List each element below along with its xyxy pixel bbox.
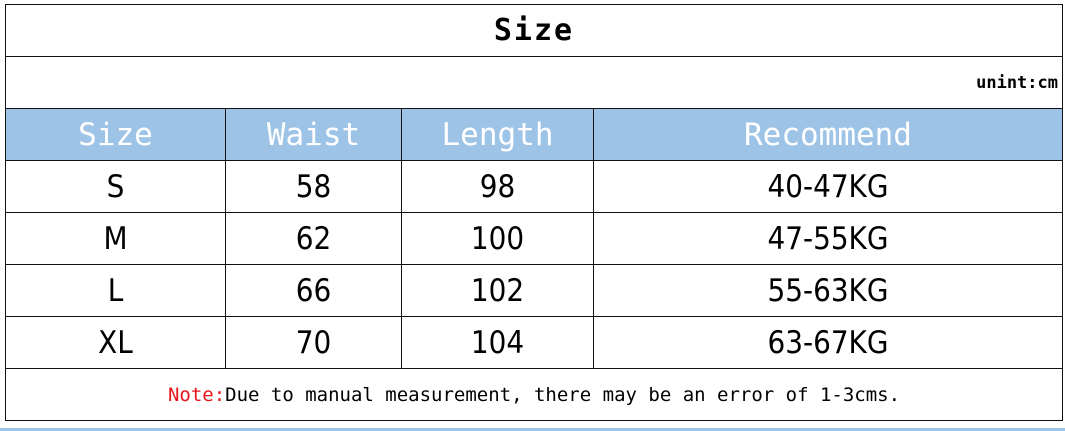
cell: 102	[401, 264, 594, 317]
cell: L	[5, 264, 226, 317]
table-row: XL 70 104 63-67KG	[5, 316, 1063, 369]
chart-title: Size	[5, 4, 1063, 57]
cell: 98	[401, 160, 594, 213]
cell: 63-67KG	[593, 316, 1063, 369]
column-header: Waist	[225, 108, 402, 161]
cell: 47-55KG	[593, 212, 1063, 265]
note-label: Note:	[167, 383, 226, 406]
cell: 66	[225, 264, 402, 317]
size-chart-table: Size unint:cm Size Waist Length Recommen…	[5, 4, 1063, 421]
cell: S	[5, 160, 226, 213]
column-header: Length	[401, 108, 594, 161]
table-row: S 58 98 40-47KG	[5, 160, 1063, 213]
column-header: Recommend	[593, 108, 1063, 161]
unit-label: unint:cm	[5, 56, 1063, 109]
cell: 70	[225, 316, 402, 369]
cell: 104	[401, 316, 594, 369]
table-row: M 62 100 47-55KG	[5, 212, 1063, 265]
table-row: L 66 102 55-63KG	[5, 264, 1063, 317]
cell: 100	[401, 212, 594, 265]
bottom-strip	[0, 428, 1065, 431]
column-header: Size	[5, 108, 226, 161]
cell: 40-47KG	[593, 160, 1063, 213]
note: Note:Due to manual measurement, there ma…	[5, 368, 1063, 421]
cell: 58	[225, 160, 402, 213]
note-text: Due to manual measurement, there may be …	[225, 383, 901, 406]
cell: 55-63KG	[593, 264, 1063, 317]
cell: M	[5, 212, 226, 265]
cell: 62	[225, 212, 402, 265]
cell: XL	[5, 316, 226, 369]
header-row: Size Waist Length Recommend	[5, 108, 1063, 161]
